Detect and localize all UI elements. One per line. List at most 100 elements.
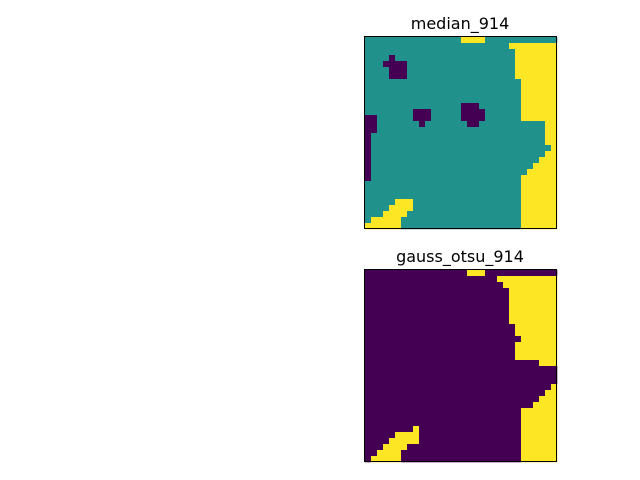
heatmap-cell-run — [539, 360, 558, 367]
heatmap-cell-run — [407, 61, 516, 68]
heatmap-cell-run — [365, 211, 384, 218]
heatmap-cell-run — [521, 115, 558, 122]
heatmap-cell-run — [401, 456, 522, 463]
heatmap-cell-run — [395, 55, 516, 62]
heatmap-cell-run — [365, 360, 540, 367]
heatmap-cell-run — [413, 199, 522, 206]
heatmap-cell-run — [521, 456, 558, 463]
heatmap-cell-run — [479, 121, 546, 128]
heatmap-cell-run — [365, 175, 372, 182]
heatmap-cell-run — [521, 223, 558, 230]
heatmap-cell-run — [365, 288, 510, 295]
heatmap-cell-run — [509, 312, 558, 319]
heatmap-cell-run — [521, 91, 558, 98]
heatmap-cell-run — [365, 43, 510, 50]
heatmap-cell-run — [509, 294, 558, 301]
panel-title-gauss-otsu: gauss_otsu_914 — [396, 247, 524, 267]
heatmap-cell-run — [365, 181, 522, 188]
heatmap-cell-run — [503, 282, 558, 289]
heatmap-cell-run — [365, 354, 516, 361]
heatmap-cell-run — [365, 193, 522, 200]
heatmap-cell-run — [461, 109, 486, 116]
heatmap-cell-run — [377, 450, 402, 457]
heatmap-cell-run — [389, 55, 396, 62]
heatmap-cell-run — [515, 330, 558, 337]
heatmap-cell-run — [365, 282, 504, 289]
heatmap-cell-run — [377, 115, 414, 122]
heatmap-cell-run — [521, 414, 558, 421]
panel-title-median: median_914 — [411, 14, 510, 34]
heatmap-cell-run — [407, 444, 522, 451]
heatmap-cell-run — [521, 444, 558, 451]
heatmap-cell-run — [365, 169, 372, 176]
heatmap-cell-run — [365, 384, 552, 391]
heatmap-cell-run — [371, 217, 402, 224]
heatmap-cell-run — [479, 103, 522, 110]
heatmap-cell-run — [365, 91, 522, 98]
heatmap-cell-run — [365, 318, 510, 325]
heatmap-cell-run — [365, 97, 522, 104]
heatmap-cell-run — [521, 79, 558, 86]
heatmap-cell-run — [527, 169, 558, 176]
heatmap-cell-run — [365, 348, 516, 355]
heatmap-cell-run — [521, 438, 558, 445]
axes-frame-gauss-otsu — [364, 269, 557, 462]
heatmap-cell-run — [521, 420, 558, 427]
heatmap-median — [365, 37, 558, 230]
heatmap-cell-run — [365, 378, 558, 385]
heatmap-cell-run — [515, 342, 558, 349]
heatmap-cell-run — [371, 157, 540, 164]
heatmap-cell-run — [413, 205, 522, 212]
heatmap-cell-run — [431, 109, 462, 116]
heatmap-cell-run — [365, 330, 516, 337]
heatmap-cell-run — [395, 432, 420, 439]
heatmap-cell-run — [545, 121, 558, 128]
heatmap-cell-run — [365, 139, 372, 146]
heatmap-cell-run — [365, 217, 372, 224]
heatmap-cell-run — [365, 294, 510, 301]
heatmap-cell-run — [365, 103, 462, 110]
heatmap-cell-run — [521, 97, 558, 104]
heatmap-cell-run — [509, 306, 558, 313]
heatmap-gauss-otsu — [365, 270, 558, 463]
heatmap-cell-run — [545, 133, 558, 140]
heatmap-cell-run — [365, 444, 384, 451]
heatmap-cell-run — [413, 115, 432, 122]
heatmap-cell-run — [521, 175, 558, 182]
heatmap-cell-run — [419, 432, 522, 439]
heatmap-cell-run — [521, 432, 558, 439]
heatmap-cell-run — [365, 312, 510, 319]
heatmap-cell-run — [551, 384, 558, 391]
heatmap-cell-run — [365, 336, 522, 343]
heatmap-cell-run — [377, 127, 546, 134]
heatmap-cell-run — [365, 157, 372, 164]
heatmap-cell-run — [521, 217, 558, 224]
heatmap-cell-run — [515, 348, 558, 355]
heatmap-cell-run — [533, 163, 558, 170]
heatmap-cell-run — [365, 67, 390, 74]
heatmap-cell-run — [419, 121, 426, 128]
heatmap-cell-run — [371, 163, 534, 170]
heatmap-cell-run — [365, 408, 522, 415]
heatmap-cell-run — [545, 390, 558, 397]
heatmap-cell-run — [497, 276, 558, 283]
heatmap-cell-run — [371, 133, 546, 140]
heatmap-cell-run — [365, 223, 402, 230]
heatmap-cell-run — [365, 450, 378, 457]
heatmap-cell-run — [545, 139, 558, 146]
heatmap-cell-run — [365, 127, 378, 134]
heatmap-cell-run — [365, 205, 390, 212]
heatmap-cell-run — [515, 49, 558, 56]
heatmap-cell-run — [521, 109, 558, 116]
heatmap-cell-run — [521, 408, 558, 415]
heatmap-cell-run — [521, 181, 558, 188]
heatmap-cell-run — [521, 450, 558, 457]
heatmap-cell-run — [419, 438, 522, 445]
heatmap-cell-run — [509, 300, 558, 307]
heatmap-cell-run — [521, 103, 558, 110]
heatmap-cell-run — [425, 121, 468, 128]
heatmap-cell-run — [515, 354, 558, 361]
heatmap-cell-run — [521, 187, 558, 194]
heatmap-cell-run — [365, 438, 390, 445]
heatmap-cell-run — [509, 43, 558, 50]
